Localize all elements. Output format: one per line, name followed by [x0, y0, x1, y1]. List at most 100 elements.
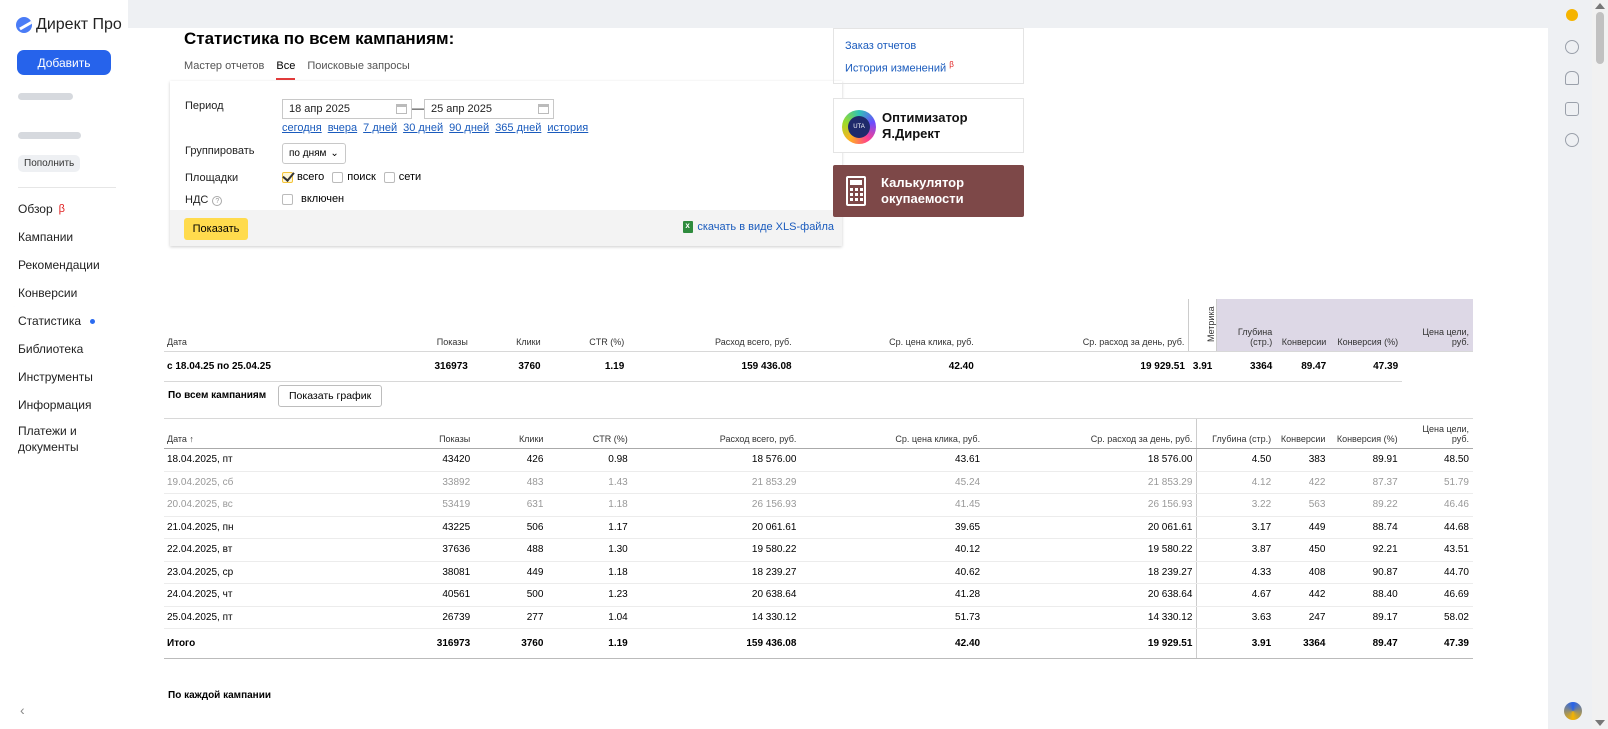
link-7-days[interactable]: 7 дней — [363, 122, 398, 134]
col-goal-cost[interactable]: Цена цели, руб. — [1401, 418, 1473, 449]
cell: 87.37 — [1329, 471, 1402, 494]
cell: 20 061.61 — [984, 516, 1197, 539]
metrika-toggle[interactable]: Метрика — [1188, 299, 1217, 352]
bell-icon[interactable] — [1565, 71, 1579, 85]
col-avg-cpc[interactable]: Ср. цена клика, руб. — [800, 418, 985, 449]
calendar-icon[interactable] — [538, 104, 549, 114]
col-conversion-rate[interactable]: Конверсия (%) — [1330, 299, 1403, 352]
link-today[interactable]: сегодня — [282, 122, 322, 134]
cell: 442 — [1275, 583, 1330, 607]
col-ctr[interactable]: CTR (%) — [544, 299, 629, 352]
col-ctr[interactable]: CTR (%) — [547, 418, 632, 449]
col-clicks[interactable]: Клики — [474, 418, 548, 449]
sidebar-item-library[interactable]: Библиотека — [8, 335, 120, 363]
add-button[interactable]: Добавить — [17, 50, 111, 75]
col-avg-daily-spend[interactable]: Ср. расход за день, руб. — [977, 299, 1189, 352]
chevron-down-icon: ⌄ — [330, 148, 339, 159]
cell: 25.04.2025, пт — [164, 606, 335, 629]
cell: 33892 — [334, 471, 475, 494]
help-icon[interactable]: ? — [212, 196, 223, 206]
show-chart-button[interactable]: Показать график — [278, 385, 383, 407]
sidebar-item-recommendations[interactable]: Рекомендации — [8, 251, 120, 279]
sidebar-item-statistics[interactable]: Статистика — [8, 307, 120, 335]
profile-avatar-icon[interactable] — [1566, 9, 1578, 21]
date-from-field[interactable]: 18 апр 2025 — [282, 99, 412, 119]
col-depth[interactable]: Глубина (стр.) — [1216, 299, 1277, 352]
scroll-thumb[interactable] — [1596, 12, 1604, 64]
table-row: 25.04.2025, пт 26739 277 1.04 14 330.12 51.73… — [164, 606, 1473, 629]
cell: 4.33 — [1196, 561, 1276, 584]
cell: 48.50 — [1401, 448, 1473, 472]
daily-stats-body: 18.04.2025, пт 43420 426 0.98 18 576.00 43.61… — [164, 448, 1473, 659]
assistant-icon[interactable] — [1564, 702, 1582, 720]
cell: 43.61 — [800, 448, 985, 472]
tab-report-master[interactable]: Мастер отчетов — [184, 60, 265, 72]
col-avg-daily-spend[interactable]: Ср. расход за день, руб. — [984, 418, 1197, 449]
col-date[interactable]: Дата — [164, 299, 334, 352]
col-conversions[interactable]: Конверсии — [1275, 418, 1330, 449]
col-avg-cpc[interactable]: Ср. цена клика, руб. — [795, 299, 978, 352]
roi-calculator-promo[interactable]: Калькулятор окупаемости — [833, 165, 1024, 217]
topup-button[interactable]: Пополнить — [18, 155, 81, 172]
daily-stats-table: Дата ↑ Показы Клики CTR (%) Расход всего… — [164, 418, 1473, 659]
link-yesterday[interactable]: вчера — [327, 122, 358, 134]
optimizer-promo[interactable]: UTA Оптимизатор Я.Директ — [833, 98, 1024, 153]
cell: 506 — [474, 516, 548, 539]
tab-search-queries[interactable]: Поисковые запросы — [307, 60, 410, 72]
main-content: Статистика по всем кампаниям: Мастер отч… — [128, 28, 1548, 729]
sidebar-item-information[interactable]: Информация — [8, 391, 120, 419]
col-goal-cost[interactable]: Цена цели, руб. — [1402, 299, 1473, 352]
sidebar-item-overview[interactable]: Обзор β — [8, 195, 120, 223]
cell: 51.73 — [800, 606, 985, 629]
period-quick-links: сегодня вчера 7 дней 30 дней 90 дней 365… — [282, 122, 588, 134]
link-30-days[interactable]: 30 дней — [403, 122, 444, 134]
logo[interactable]: Директ Про — [16, 16, 122, 34]
col-total-spend[interactable]: Расход всего, руб. — [628, 299, 796, 352]
cell: 41.45 — [800, 493, 985, 517]
checkbox-vat[interactable] — [282, 193, 293, 205]
checkbox-all[interactable] — [282, 171, 293, 183]
cell: 21 853.29 — [984, 471, 1197, 494]
col-total-spend[interactable]: Расход всего, руб. — [631, 418, 801, 449]
cell: 44.68 — [1401, 516, 1473, 539]
cell: 39.65 — [800, 516, 985, 539]
collapse-sidebar-icon[interactable]: ‹ — [20, 702, 25, 718]
cell: 1.43 — [547, 471, 632, 494]
col-depth[interactable]: Глубина (стр.) — [1196, 418, 1276, 449]
cell: 3.91 — [1188, 351, 1217, 382]
calendar-icon[interactable] — [396, 104, 407, 114]
checkbox-networks[interactable] — [383, 171, 395, 183]
group-by-select[interactable]: по дням ⌄ — [282, 143, 346, 164]
scroll-down-icon[interactable] — [1595, 720, 1605, 726]
sidebar-item-campaigns[interactable]: Кампании — [8, 223, 120, 251]
date-to-field[interactable]: 25 апр 2025 — [424, 99, 554, 119]
play-icon[interactable] — [1565, 133, 1579, 147]
cell: 21 853.29 — [631, 471, 801, 494]
col-conversion-rate[interactable]: Конверсия (%) — [1329, 418, 1402, 449]
link-90-days[interactable]: 90 дней — [449, 122, 490, 134]
order-reports-link[interactable]: Заказ отчетов — [845, 40, 917, 52]
cell: 40.62 — [800, 561, 985, 584]
sidebar-item-label: Обзор — [18, 202, 53, 216]
thumbs-up-icon[interactable] — [1565, 102, 1579, 116]
page-scrollbar[interactable] — [1592, 0, 1608, 729]
download-xls-link[interactable]: скачать в виде XLS-файла — [683, 221, 834, 233]
change-history-link[interactable]: История изменений β — [845, 60, 954, 75]
link-history[interactable]: история — [547, 122, 589, 134]
cell: 18 239.27 — [631, 561, 801, 584]
tab-all[interactable]: Все — [276, 60, 296, 80]
chat-icon[interactable] — [1565, 40, 1579, 54]
col-impressions[interactable]: Показы — [333, 299, 472, 352]
col-clicks[interactable]: Клики — [471, 299, 545, 352]
sidebar-item-tools[interactable]: Инструменты — [8, 363, 120, 391]
sidebar-item-conversions[interactable]: Конверсии — [8, 279, 120, 307]
link-365-days[interactable]: 365 дней — [495, 122, 542, 134]
col-conversions[interactable]: Конверсии — [1276, 299, 1331, 352]
checkbox-search[interactable] — [332, 171, 344, 183]
col-impressions[interactable]: Показы — [334, 418, 475, 449]
page-title: Статистика по всем кампаниям: — [184, 29, 455, 48]
col-date-sorted[interactable]: Дата ↑ — [164, 418, 335, 449]
show-button[interactable]: Показать — [184, 218, 248, 240]
sidebar-item-payments[interactable]: Платежи и документы — [8, 421, 98, 457]
scroll-up-icon[interactable] — [1595, 3, 1605, 9]
